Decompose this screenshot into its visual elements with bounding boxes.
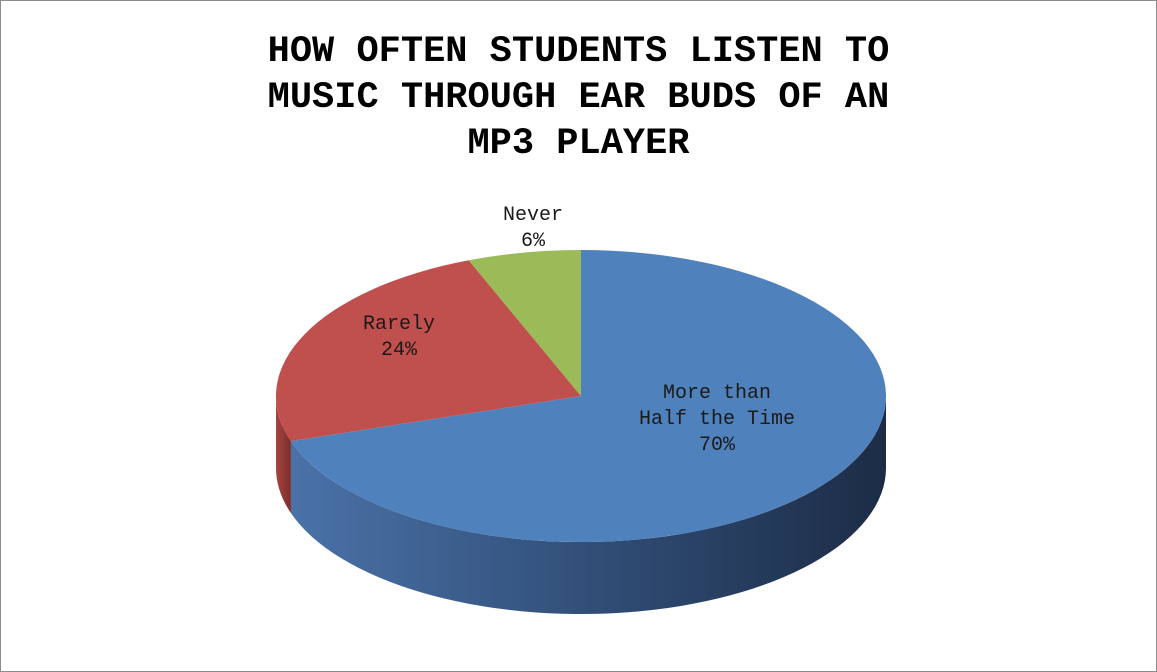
pie-label-text: Never <box>503 204 563 227</box>
pie-label-3: Never 6% <box>503 204 563 253</box>
pie-label-percent: 24% <box>381 339 418 362</box>
pie-label-percent: 6% <box>521 230 546 253</box>
pie-label-text: Half the Time <box>639 408 795 431</box>
pie-label-percent: 70% <box>699 434 736 457</box>
pie-tops <box>276 250 886 542</box>
pie-label-text: Rarely <box>363 313 435 336</box>
pie-label-text: More than <box>663 382 771 405</box>
